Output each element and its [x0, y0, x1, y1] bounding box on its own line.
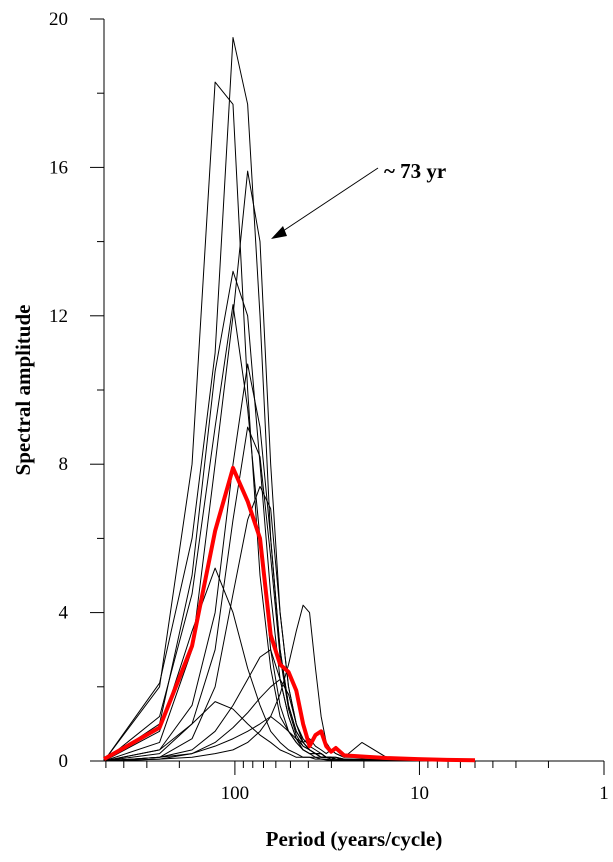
y-tick-label: 0	[59, 751, 69, 772]
x-tick-label: 10	[410, 783, 429, 804]
series-line	[103, 701, 475, 762]
y-tick-label: 4	[59, 603, 69, 624]
x-tick-label: 100	[221, 783, 250, 804]
series-line	[103, 678, 475, 762]
series-line	[103, 37, 475, 762]
annotation: ~ 73 yr	[384, 159, 446, 183]
y-axis-label: Spectral amplitude	[11, 305, 35, 476]
series-line	[103, 649, 475, 762]
y-tick-label: 20	[49, 9, 68, 30]
annotation-arrow	[279, 167, 379, 234]
arrow-head	[271, 226, 287, 239]
x-axis-label: Period (years/cycle)	[266, 827, 443, 851]
y-tick-label: 12	[49, 306, 68, 327]
series-line	[103, 270, 475, 762]
series-line	[103, 363, 475, 762]
series-line	[103, 426, 475, 762]
series-line	[103, 170, 476, 762]
y-tick-label: 16	[49, 157, 68, 178]
series-line	[103, 465, 476, 763]
y-tick-label: 8	[59, 454, 69, 475]
x-tick-label: 1	[599, 783, 609, 804]
